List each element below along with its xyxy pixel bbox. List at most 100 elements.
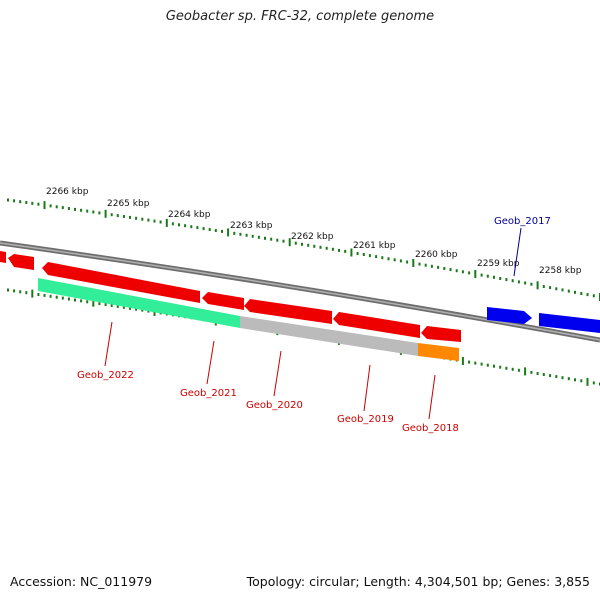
minor-tick	[455, 269, 458, 273]
minor-tick	[147, 218, 150, 222]
kbp-label: 2265 kbp	[107, 199, 150, 209]
minor-tick	[424, 263, 427, 267]
minor-tick	[542, 285, 545, 288]
minor-tick	[362, 253, 365, 256]
minor-tick	[555, 375, 558, 379]
leader-line	[513, 227, 522, 277]
minor-tick	[196, 226, 199, 230]
map-title: Geobacter sp. FRC-32, complete genome	[165, 9, 435, 24]
minor-tick	[468, 360, 471, 364]
minor-tick	[592, 381, 595, 385]
minor-tick	[517, 368, 520, 372]
minor-tick	[319, 245, 322, 249]
minor-tick	[135, 216, 138, 220]
minor-tick	[55, 295, 58, 299]
minor-tick	[294, 241, 297, 245]
minor-tick	[461, 270, 464, 274]
minor-tick	[406, 260, 409, 264]
minor-tick	[325, 246, 328, 250]
minor-tick	[80, 208, 83, 212]
gene-arrow[interactable]	[0, 251, 6, 263]
minor-tick	[92, 210, 95, 214]
feature-block	[240, 316, 418, 356]
kbp-label: 2266 kbp	[46, 187, 89, 197]
gene-arrow[interactable]	[539, 313, 600, 333]
minor-tick	[530, 282, 533, 286]
major-tick	[31, 289, 34, 298]
minor-tick	[375, 255, 378, 259]
minor-tick	[31, 201, 34, 205]
minor-tick	[282, 239, 285, 243]
minor-tick	[19, 290, 22, 294]
minor-tick	[344, 249, 347, 253]
gene-arrow[interactable]	[8, 254, 34, 270]
gene-arrow[interactable]	[202, 292, 244, 310]
minor-tick	[25, 291, 28, 295]
minor-tick	[7, 288, 9, 292]
minor-tick	[74, 298, 76, 302]
gene-label-geob-2021[interactable]: Geob_2021	[180, 388, 237, 399]
minor-tick	[61, 296, 64, 300]
minor-tick	[517, 280, 520, 284]
gene-arrow[interactable]	[487, 307, 532, 324]
minor-tick	[25, 201, 28, 204]
genome-summary: Topology: circular; Length: 4,304,501 bp…	[246, 574, 590, 589]
minor-tick	[122, 215, 125, 218]
gene-arrow[interactable]	[244, 299, 332, 324]
kbp-label: 2260 kbp	[415, 250, 458, 260]
minor-tick	[480, 362, 483, 366]
reverse-gene-track	[0, 251, 461, 342]
minor-tick	[264, 236, 266, 240]
minor-tick	[511, 279, 514, 283]
leader-line	[104, 321, 113, 367]
minor-tick	[135, 307, 138, 311]
major-tick	[92, 298, 95, 307]
gene-label-geob-2019[interactable]: Geob_2019	[337, 414, 394, 425]
gene-label-geob-2018[interactable]: Geob_2018	[402, 423, 459, 434]
minor-tick	[171, 222, 174, 226]
minor-tick	[55, 205, 58, 209]
kbp-label: 2261 kbp	[353, 241, 396, 251]
minor-tick	[7, 198, 9, 202]
minor-tick	[98, 211, 101, 215]
minor-tick	[159, 220, 162, 224]
minor-tick	[13, 199, 16, 203]
minor-tick	[480, 273, 483, 277]
minor-tick	[49, 294, 52, 298]
gene-label-geob-2022[interactable]: Geob_2022	[77, 370, 134, 381]
minor-tick	[122, 305, 125, 309]
minor-tick	[43, 293, 46, 297]
minor-tick	[276, 238, 279, 242]
minor-tick	[499, 365, 502, 369]
gene-leader-lines	[104, 227, 522, 420]
minor-tick	[301, 242, 303, 246]
gene-label-geob-2017[interactable]: Geob_2017	[494, 216, 551, 227]
minor-tick	[338, 248, 340, 252]
forward-gene-track	[487, 307, 600, 333]
gene-arrow[interactable]	[421, 326, 461, 342]
minor-tick	[437, 265, 440, 269]
minor-tick	[13, 289, 16, 293]
minor-tick	[239, 232, 242, 236]
minor-tick	[574, 290, 576, 294]
minor-tick	[129, 215, 131, 219]
minor-tick	[233, 231, 236, 235]
minor-tick	[561, 288, 564, 292]
gene-arrow[interactable]	[333, 312, 420, 338]
kbp-label: 2259 kbp	[477, 259, 520, 269]
gene-arrow[interactable]	[42, 262, 200, 303]
minor-tick	[549, 286, 552, 290]
minor-tick	[381, 256, 384, 260]
minor-tick	[393, 258, 396, 262]
minor-tick	[331, 247, 334, 251]
minor-tick	[493, 275, 495, 279]
minor-tick	[116, 214, 119, 218]
minor-tick	[418, 262, 421, 266]
minor-tick	[468, 271, 471, 275]
major-tick	[474, 270, 477, 278]
minor-tick	[399, 259, 402, 263]
gene-label-geob-2020[interactable]: Geob_2020	[246, 400, 303, 411]
minor-tick	[116, 304, 119, 308]
major-tick	[461, 357, 464, 365]
minor-tick	[580, 292, 583, 295]
